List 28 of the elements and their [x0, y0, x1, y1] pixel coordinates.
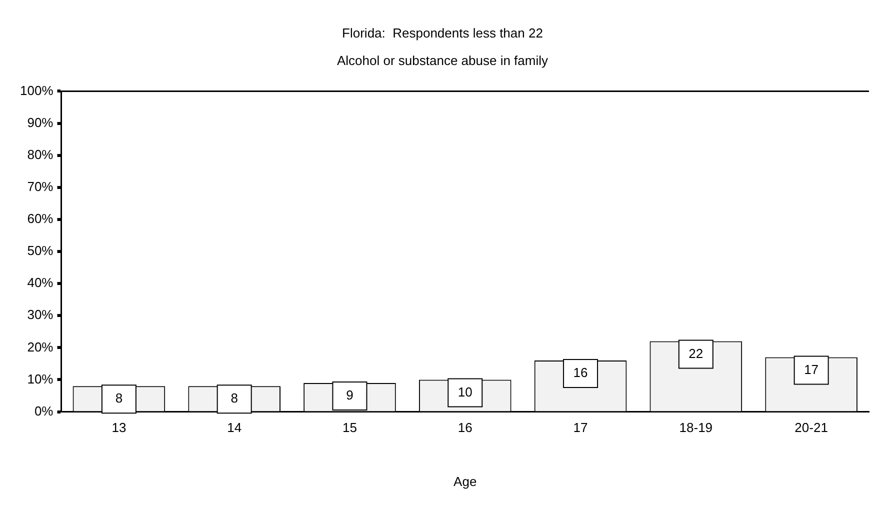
x-tick-label: 20-21 [794, 420, 828, 436]
y-tick-label: 70% [27, 178, 54, 194]
data-label: 8 [115, 390, 123, 406]
y-tick-label: 60% [27, 211, 54, 226]
x-tick-label: 18-19 [679, 420, 713, 436]
x-tick-label: 13 [112, 420, 126, 436]
x-tick-label: 14 [227, 420, 242, 436]
chart-title: Florida: Respondents less than 22 [342, 25, 543, 40]
y-tick-label: 50% [27, 243, 54, 258]
y-tick-label: 30% [27, 307, 54, 322]
x-tick-label: 16 [458, 420, 472, 436]
x-axis-title: Age [454, 474, 477, 489]
data-label: 16 [573, 365, 588, 380]
data-label: 17 [804, 362, 819, 377]
data-label: 9 [346, 388, 354, 403]
data-label: 22 [688, 346, 704, 361]
y-tick-label: 100% [20, 82, 54, 98]
y-tick-label: 0% [34, 403, 54, 418]
y-tick-label: 20% [27, 339, 54, 354]
data-label: 8 [230, 390, 238, 406]
x-tick-label: 15 [342, 420, 357, 436]
y-tick-label: 80% [27, 146, 54, 162]
y-tick-label: 10% [27, 371, 54, 386]
y-tick-label: 90% [27, 114, 54, 130]
y-tick-label: 40% [27, 275, 54, 290]
chart-subtitle: Alcohol or substance abuse in family [336, 52, 548, 68]
data-label: 10 [458, 384, 472, 400]
x-tick-label: 17 [573, 420, 588, 436]
